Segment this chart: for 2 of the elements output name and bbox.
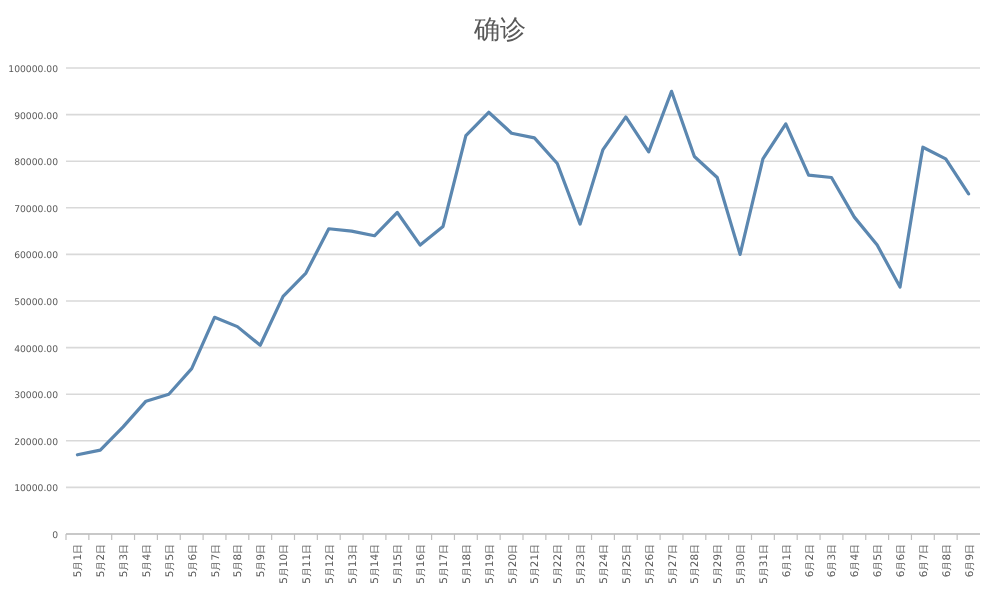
line-series bbox=[75, 89, 971, 457]
chart-title: 确诊 bbox=[472, 16, 526, 46]
